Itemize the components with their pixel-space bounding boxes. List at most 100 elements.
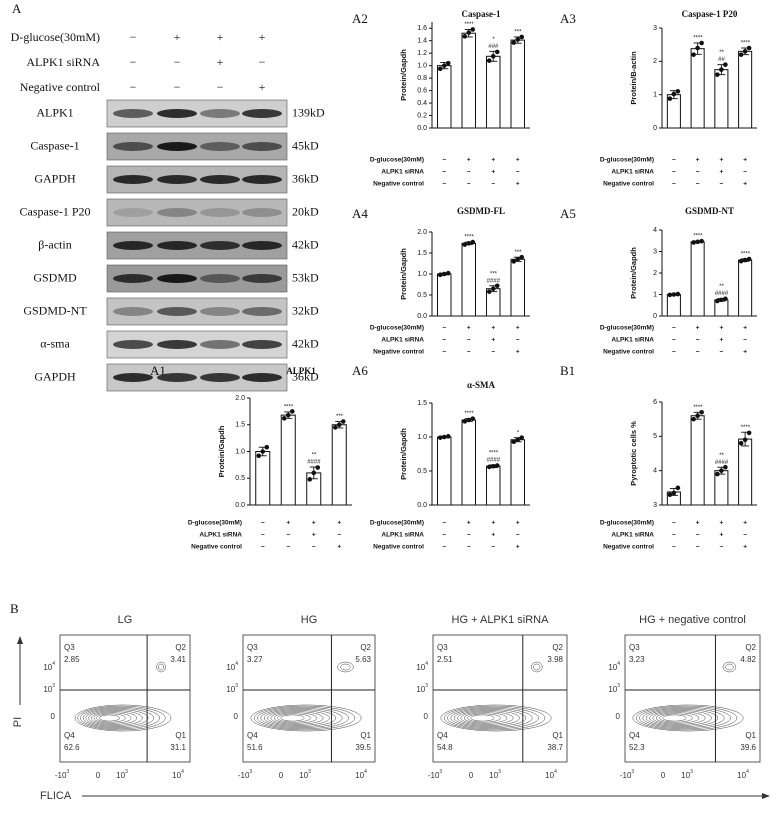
condition-label: D-glucose(30mM) <box>188 520 242 527</box>
condition-sign: + <box>286 520 290 527</box>
data-point <box>315 465 321 470</box>
y-tick-label: 1.5 <box>417 250 427 257</box>
blot-band <box>242 274 282 283</box>
condition-sign: − <box>174 55 181 69</box>
condition-label: D-glucose(30mM) <box>370 157 424 164</box>
contour <box>96 713 126 723</box>
quadrant-name: Q3 <box>437 643 448 652</box>
condition-sign: − <box>467 169 471 176</box>
blot-band <box>242 241 282 250</box>
blot-band <box>113 208 153 217</box>
data-point <box>699 410 704 415</box>
tick-base: 0 <box>424 712 429 721</box>
tick-base: -10 <box>620 771 632 780</box>
blot-size: 139kD <box>292 105 325 119</box>
contour <box>263 709 337 727</box>
blot-band <box>113 142 153 151</box>
data-point <box>462 34 468 39</box>
tick-exponent: 3 <box>52 683 55 689</box>
blot-size: 42kD <box>292 237 319 251</box>
condition-sign: + <box>719 337 723 344</box>
condition-label: Negative control <box>373 544 424 551</box>
y-tick-label: 1.2 <box>417 50 427 57</box>
quadrant-name: Q2 <box>552 643 563 652</box>
condition-sign: + <box>719 325 723 332</box>
bar <box>510 439 525 506</box>
panel-label: A5 <box>560 206 576 221</box>
bar <box>437 65 452 129</box>
plot-title: HG + ALPK1 siRNA <box>452 614 550 626</box>
axis-tick-label: 104 <box>737 769 749 780</box>
blot-band <box>113 175 153 184</box>
condition-sign: − <box>442 349 446 356</box>
axis-tick-label: -103 <box>238 769 253 780</box>
data-point <box>746 430 752 436</box>
y-tick-label: 1.0 <box>235 448 245 455</box>
condition-sign: − <box>442 544 446 551</box>
tick-base: 0 <box>279 771 284 780</box>
tick-base: 10 <box>172 771 181 780</box>
data-point <box>437 66 443 72</box>
tick-exponent: 3 <box>425 683 428 689</box>
axis-tick-label: 0 <box>234 712 239 721</box>
condition-sign: − <box>261 544 265 551</box>
condition-sign: − <box>467 544 471 551</box>
y-tick-label: 0.2 <box>417 112 427 119</box>
condition-sign: − <box>672 520 676 527</box>
y-tick-label: 0.4 <box>417 100 427 107</box>
condition-sign: − <box>719 181 723 188</box>
contour <box>635 705 738 731</box>
condition-sign: − <box>516 532 520 539</box>
condition-sign: − <box>672 157 676 164</box>
y-tick-label: 1 <box>653 291 657 298</box>
contour <box>642 708 725 728</box>
contour <box>99 714 120 722</box>
quadrant-name: Q4 <box>247 731 258 740</box>
quadrant-percent: 3.23 <box>629 655 645 664</box>
significance-label: #### <box>487 457 501 463</box>
significance-label: *** <box>514 250 522 256</box>
tick-exponent: 3 <box>690 769 693 775</box>
tick-base: 10 <box>226 685 235 694</box>
y-tick-label: 1.6 <box>417 25 427 32</box>
data-point <box>445 270 451 276</box>
condition-sign: + <box>467 325 471 332</box>
y-tick-label: 1.0 <box>417 434 427 441</box>
tick-exponent: 4 <box>364 769 367 775</box>
condition-sign: − <box>696 181 700 188</box>
y-axis-label: Protein/Gapdh <box>399 49 408 101</box>
significance-label: * <box>517 430 520 436</box>
blot-label: α-sma <box>40 336 70 350</box>
axis-tick-label: 0 <box>424 712 429 721</box>
condition-sign: + <box>719 169 723 176</box>
condition-label: ALPK1 siRNA <box>26 55 100 69</box>
data-point <box>494 463 500 468</box>
contour <box>80 706 160 730</box>
quadrant-percent: 31.1 <box>170 743 186 752</box>
condition-sign: − <box>696 169 700 176</box>
bar <box>486 55 501 129</box>
axis-tick-label: 103 <box>416 683 428 694</box>
blot-label: GAPDH <box>34 171 76 185</box>
data-point <box>511 259 517 264</box>
condition-sign: − <box>442 337 446 344</box>
axis-tick-label: 103 <box>489 769 501 780</box>
axis-tick-label: 103 <box>226 683 238 694</box>
y-tick-label: 1.4 <box>417 38 427 45</box>
plot-title: HG <box>301 614 318 626</box>
blot-band <box>157 208 197 217</box>
panel-label: A3 <box>560 11 576 26</box>
condition-sign: − <box>467 181 471 188</box>
bar <box>690 241 705 317</box>
data-point <box>285 412 291 418</box>
condition-sign: + <box>696 157 700 164</box>
quadrant-percent: 39.6 <box>740 743 756 752</box>
chart-title: ALPK1 <box>286 366 316 376</box>
contour <box>267 710 330 726</box>
panel-label: A1 <box>150 363 166 378</box>
y-tick-label: 1.0 <box>417 271 427 278</box>
condition-label: ALPK1 siRNA <box>381 532 424 539</box>
y-tick-label: 0.0 <box>417 313 427 320</box>
quadrant-name: Q4 <box>437 731 448 740</box>
condition-label: ALPK1 siRNA <box>611 337 654 344</box>
